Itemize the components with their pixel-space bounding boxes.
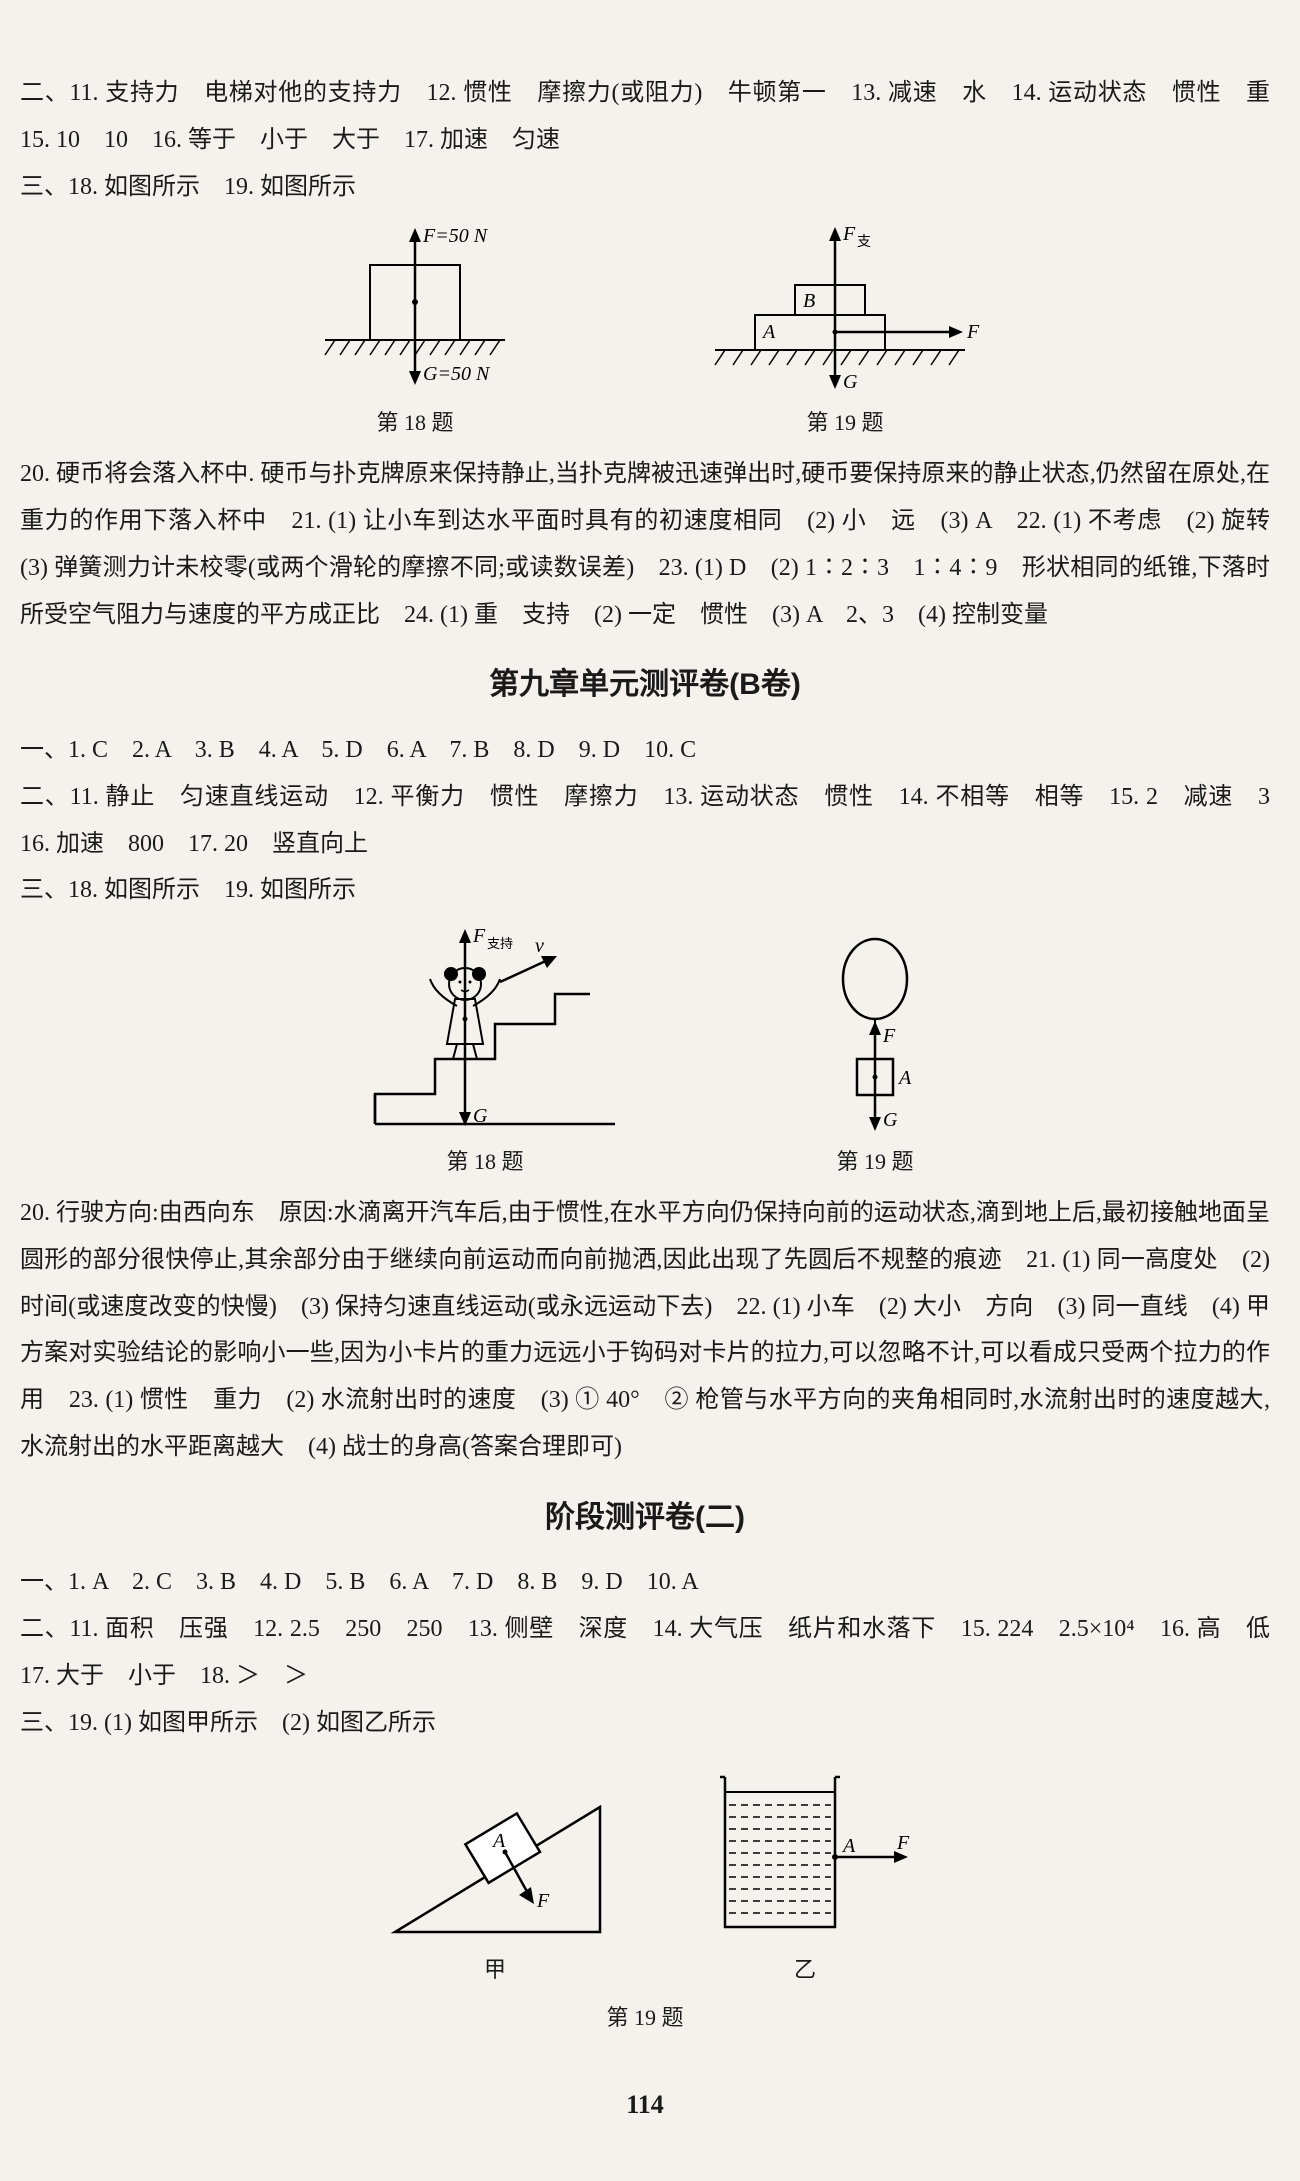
fig19b-caption: 第 19 题 xyxy=(795,1141,955,1184)
sectionC-p2: 二、11. 面积 压强 12. 2.5 250 250 13. 侧壁 深度 14… xyxy=(20,1606,1270,1700)
sectionA-fig18: F=50 N G=50 N 第 18 题 xyxy=(295,220,535,445)
svg-text:v: v xyxy=(535,935,544,957)
svg-text:A: A xyxy=(897,1067,912,1089)
page-number: 114 xyxy=(20,2080,1270,2131)
sectionA-fig19: A B F 支 F G 第 19 题 xyxy=(695,220,995,445)
sectionB-fig19: A F G 第 19 题 xyxy=(795,924,955,1184)
sectionB-fig18: F 支持 v G 第 18 题 xyxy=(335,924,635,1184)
svg-text:B: B xyxy=(803,290,815,312)
title-b: 第九章单元测评卷(B卷) xyxy=(20,656,1270,715)
title-c: 阶段测评卷(二) xyxy=(20,1489,1270,1548)
sectionC-p1: 一、1. A 2. C 3. B 4. D 5. B 6. A 7. D 8. … xyxy=(20,1559,1270,1606)
sectionC-fig19a: A F 甲 xyxy=(365,1757,625,1992)
sectionC-p3: 三、19. (1) 如图甲所示 (2) 如图乙所示 xyxy=(20,1700,1270,1747)
svg-text:F: F xyxy=(472,925,486,947)
sectionA-para2: 三、18. 如图所示 19. 如图所示 xyxy=(20,164,1270,211)
sectionB-figrow: F 支持 v G 第 18 题 A F xyxy=(20,924,1270,1184)
f-label: F=50 N xyxy=(422,225,489,247)
svg-text:支: 支 xyxy=(857,234,871,250)
svg-text:G: G xyxy=(473,1105,488,1127)
svg-text:F: F xyxy=(882,1025,896,1047)
svg-text:G: G xyxy=(883,1109,898,1131)
svg-text:F: F xyxy=(966,321,980,343)
svg-text:A: A xyxy=(491,1830,506,1852)
sectionB-p2: 二、11. 静止 匀速直线运动 12. 平衡力 惯性 摩擦力 13. 运动状态 … xyxy=(20,774,1270,868)
fig18a-caption: 第 18 题 xyxy=(295,402,535,445)
fig19c1-svg: A F xyxy=(365,1757,625,1947)
sectionA-para3: 20. 硬币将会落入杯中. 硬币与扑克牌原来保持静止,当扑克牌被迅速弹出时,硬币… xyxy=(20,451,1270,638)
fig19c2-svg: A F xyxy=(685,1757,925,1947)
fig19c2-caption: 乙 xyxy=(685,1949,925,1992)
svg-text:F: F xyxy=(536,1890,550,1912)
svg-text:F: F xyxy=(842,223,856,245)
svg-text:支持: 支持 xyxy=(487,936,513,951)
fig19c1-caption: 甲 xyxy=(365,1949,625,1992)
fig19a-caption: 第 19 题 xyxy=(695,402,995,445)
sectionA-figrow: F=50 N G=50 N 第 18 题 A xyxy=(20,220,1270,445)
sectionB-p1: 一、1. C 2. A 3. B 4. A 5. D 6. A 7. B 8. … xyxy=(20,727,1270,774)
sectionC-figrow: A F 甲 A xyxy=(20,1757,1270,1992)
fig19b-svg: A F G xyxy=(795,924,955,1139)
sectionB-p3: 三、18. 如图所示 19. 如图所示 xyxy=(20,867,1270,914)
sectionC-fig19b: A F 乙 xyxy=(685,1757,925,1992)
svg-text:F: F xyxy=(896,1832,910,1854)
fig18a-svg: F=50 N G=50 N xyxy=(295,220,535,400)
fig19a-svg: A B F 支 F G xyxy=(695,220,995,400)
fig19c-shared-caption: 第 19 题 xyxy=(20,1997,1270,2040)
svg-text:G: G xyxy=(843,371,858,393)
svg-text:A: A xyxy=(761,321,776,343)
fig18b-svg: F 支持 v G xyxy=(335,924,635,1139)
svg-text:A: A xyxy=(841,1835,856,1857)
sectionB-p4: 20. 行驶方向:由西向东 原因:水滴离开汽车后,由于惯性,在水平方向仍保持向前… xyxy=(20,1190,1270,1471)
fig18b-caption: 第 18 题 xyxy=(335,1141,635,1184)
sectionA-para1: 二、11. 支持力 电梯对他的支持力 12. 惯性 摩擦力(或阻力) 牛顿第一 … xyxy=(20,70,1270,164)
g-label: G=50 N xyxy=(423,363,491,385)
